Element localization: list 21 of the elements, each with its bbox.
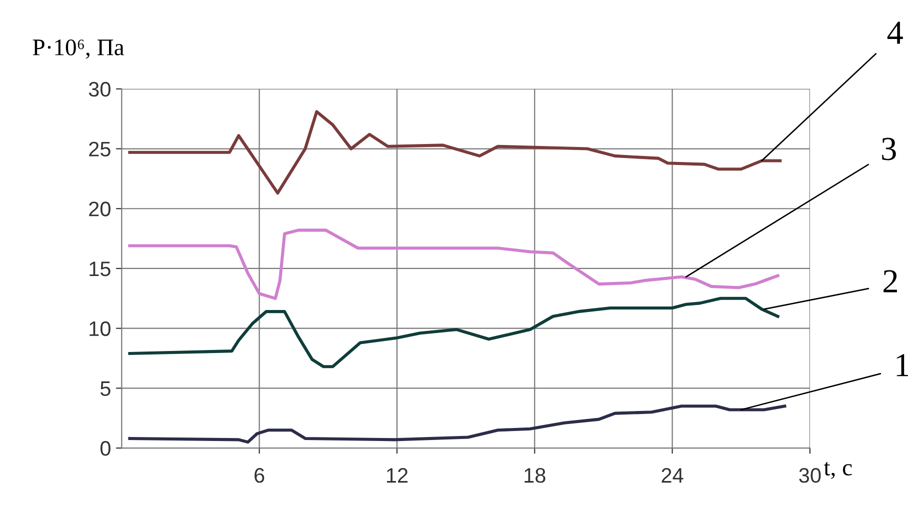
x-tick-label: 30 <box>799 468 821 483</box>
y-tick-label: 15 <box>90 262 110 276</box>
y-tick-label: 30 <box>88 82 110 97</box>
annotation: 4 <box>887 22 903 44</box>
x-tick-label: 6 <box>254 468 264 483</box>
x-tick-label: 12 <box>386 468 408 483</box>
line-series <box>128 296 780 368</box>
y-tick-label: 10 <box>90 321 110 336</box>
x-axis-title: t, с <box>824 462 852 479</box>
line-series <box>128 110 782 195</box>
annotation: 2 <box>884 270 897 292</box>
line-series <box>128 228 780 300</box>
y-tick-label: 25 <box>89 142 110 157</box>
x-tick-label: 24 <box>662 468 684 483</box>
y-tick-label: 5 <box>100 381 110 396</box>
annotation: 3 <box>882 138 896 160</box>
y-axis-title: P·10⁶, Па <box>32 39 124 59</box>
y-tick-label: 0 <box>100 441 110 456</box>
line-series <box>128 404 786 444</box>
y-tick-label: 20 <box>89 202 110 216</box>
x-tick-label: 18 <box>524 468 546 483</box>
